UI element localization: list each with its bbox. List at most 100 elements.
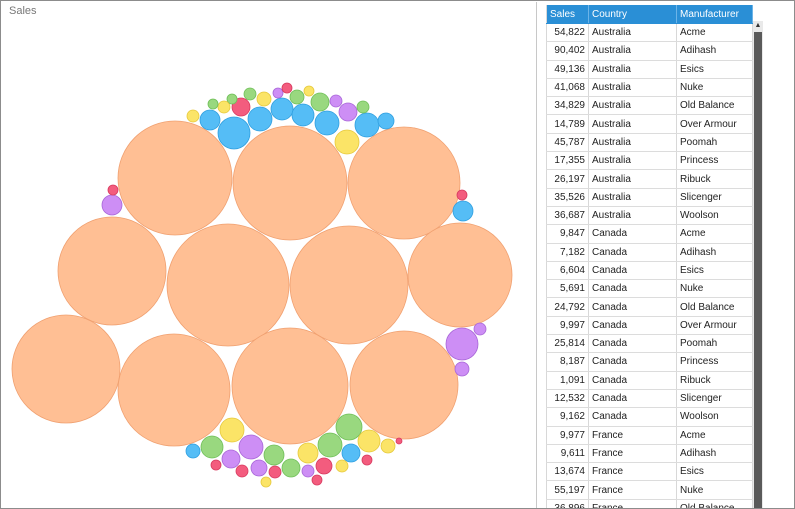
table-row[interactable]: 7,182 Canada Adihash xyxy=(546,243,753,262)
bubble-large[interactable] xyxy=(347,126,461,240)
scrollbar-thumb[interactable] xyxy=(754,32,762,508)
bubble-yellow[interactable] xyxy=(334,129,360,155)
bubble-purple[interactable] xyxy=(338,102,358,122)
bubble-green[interactable] xyxy=(356,100,370,114)
bubble-green[interactable] xyxy=(310,92,330,112)
bubble-large[interactable] xyxy=(232,125,348,241)
table-row[interactable]: 36,896FranceOld Balance xyxy=(546,499,753,508)
bubble-large[interactable] xyxy=(289,225,409,345)
bubble-large[interactable] xyxy=(117,333,231,447)
table-row[interactable]: 9,162 Canada Woolson xyxy=(546,407,753,427)
bubble-green[interactable] xyxy=(317,432,343,458)
bubble-blue[interactable] xyxy=(270,97,294,121)
table-row[interactable]: 49,136 Australia Esics xyxy=(546,60,753,79)
bubble-pink[interactable] xyxy=(281,82,293,94)
bubble-blue[interactable] xyxy=(199,109,221,131)
bubble-purple[interactable] xyxy=(272,87,284,99)
bubble-yellow[interactable] xyxy=(335,459,349,473)
bubble-purple[interactable] xyxy=(238,434,264,460)
table-row[interactable]: 1,091 Canada Ribuck xyxy=(546,371,753,390)
bubble-yellow[interactable] xyxy=(380,438,396,454)
bubble-blue[interactable] xyxy=(247,106,273,132)
table-row[interactable]: 41,068 Australia Nuke xyxy=(546,78,753,98)
bubble-blue[interactable] xyxy=(185,443,201,459)
bubble-large[interactable] xyxy=(117,120,233,236)
bubble-pink[interactable] xyxy=(311,474,323,486)
bubble-green[interactable] xyxy=(335,413,363,441)
bubble-large[interactable] xyxy=(11,314,121,424)
data-table-panel: Sales Country Manufacturer 54,822 Austral… xyxy=(546,5,766,508)
bubble-green[interactable] xyxy=(226,93,238,105)
bubble-yellow[interactable] xyxy=(260,476,272,488)
bubble-yellow[interactable] xyxy=(217,100,231,114)
bubble-large[interactable] xyxy=(407,222,513,328)
scroll-up-arrow-icon[interactable]: ▲ xyxy=(754,22,762,29)
bubble-purple[interactable] xyxy=(221,449,241,469)
bubble-green[interactable] xyxy=(263,444,285,466)
table-row[interactable]: 34,829 Australia Old Balance xyxy=(546,96,753,116)
table-row[interactable]: 5,691 Canada Nuke xyxy=(546,279,753,299)
table-row[interactable]: 54,822 Australia Acme xyxy=(546,23,753,43)
bubble-green[interactable] xyxy=(243,87,257,101)
bubble-pink[interactable] xyxy=(107,184,119,196)
bubble-purple[interactable] xyxy=(250,459,268,477)
bubble-blue[interactable] xyxy=(452,200,474,222)
bubble-pink[interactable] xyxy=(456,189,468,201)
bubble-purple[interactable] xyxy=(301,464,315,478)
bubble-blue[interactable] xyxy=(377,112,395,130)
bubble-yellow[interactable] xyxy=(297,442,319,464)
vertical-scrollbar[interactable]: ▲ xyxy=(753,21,763,508)
bubble-green[interactable] xyxy=(289,89,305,105)
table-row[interactable]: 9,847 Canada Acme xyxy=(546,224,753,244)
table-row[interactable]: 90,402 Australia Adihash xyxy=(546,41,753,61)
table-row[interactable]: 26,197 Australia Ribuck xyxy=(546,169,753,189)
table-row[interactable]: 14,789 Australia Over Armour xyxy=(546,114,753,134)
bubble-purple[interactable] xyxy=(101,194,123,216)
bubble-blue[interactable] xyxy=(354,112,380,138)
bubble-pink[interactable] xyxy=(361,454,373,466)
bubble-blue[interactable] xyxy=(217,116,251,150)
bubble-yellow[interactable] xyxy=(219,417,245,443)
table-row[interactable]: 25,814 Canada Poomah xyxy=(546,334,753,354)
table-row[interactable]: 45,787 Australia Poomah xyxy=(546,133,753,153)
table-row[interactable]: 8,187 Canada Princess xyxy=(546,352,753,372)
bubble-blue[interactable] xyxy=(291,103,315,127)
table-row[interactable]: 9,977 France Acme xyxy=(546,426,753,445)
bubble-purple[interactable] xyxy=(454,361,470,377)
table-row[interactable]: 17,355 Australia Princess xyxy=(546,151,753,171)
table-row[interactable]: 6,604 Canada Esics xyxy=(546,261,753,281)
bubble-pink[interactable] xyxy=(268,465,282,479)
bubble-pink[interactable] xyxy=(231,97,251,117)
table-row[interactable]: 24,792 Canada Old Balance xyxy=(546,297,753,317)
bubble-yellow[interactable] xyxy=(303,85,315,97)
table-row[interactable]: 12,532 Canada Slicenger xyxy=(546,389,753,409)
bubble-pink[interactable] xyxy=(395,437,403,445)
bubble-pink[interactable] xyxy=(315,457,333,475)
table-row[interactable]: 9,611 France Adihash xyxy=(546,444,753,464)
bubble-yellow[interactable] xyxy=(186,109,200,123)
bubble-large[interactable] xyxy=(57,216,167,326)
bubble-large[interactable] xyxy=(166,223,290,347)
table-row[interactable]: 13,674 France Esics xyxy=(546,462,753,482)
column-header-country[interactable]: Country xyxy=(588,5,677,24)
bubble-purple[interactable] xyxy=(445,327,479,361)
bubble-pink[interactable] xyxy=(235,464,249,478)
bubble-blue[interactable] xyxy=(314,110,340,136)
table-row[interactable]: 9,997 Canada Over Armour xyxy=(546,316,753,336)
bubble-purple[interactable] xyxy=(473,322,487,336)
bubble-blue[interactable] xyxy=(341,443,361,463)
bubble-pink[interactable] xyxy=(210,459,222,471)
bubble-large[interactable] xyxy=(231,327,349,445)
table-row[interactable]: 55,197 France Nuke xyxy=(546,480,753,500)
bubble-yellow[interactable] xyxy=(256,91,272,107)
column-header-sales[interactable]: Sales xyxy=(546,5,589,24)
table-row[interactable]: 35,526 Australia Slicenger xyxy=(546,188,753,207)
bubble-purple[interactable] xyxy=(329,94,343,108)
table-row[interactable]: 36,687 Australia Woolson xyxy=(546,206,753,226)
bubble-green[interactable] xyxy=(207,98,219,110)
bubble-large[interactable] xyxy=(349,330,459,440)
bubble-green[interactable] xyxy=(200,435,224,459)
bubble-yellow[interactable] xyxy=(357,429,381,453)
bubble-green[interactable] xyxy=(281,458,301,478)
column-header-manufacturer[interactable]: Manufacturer xyxy=(676,5,753,24)
